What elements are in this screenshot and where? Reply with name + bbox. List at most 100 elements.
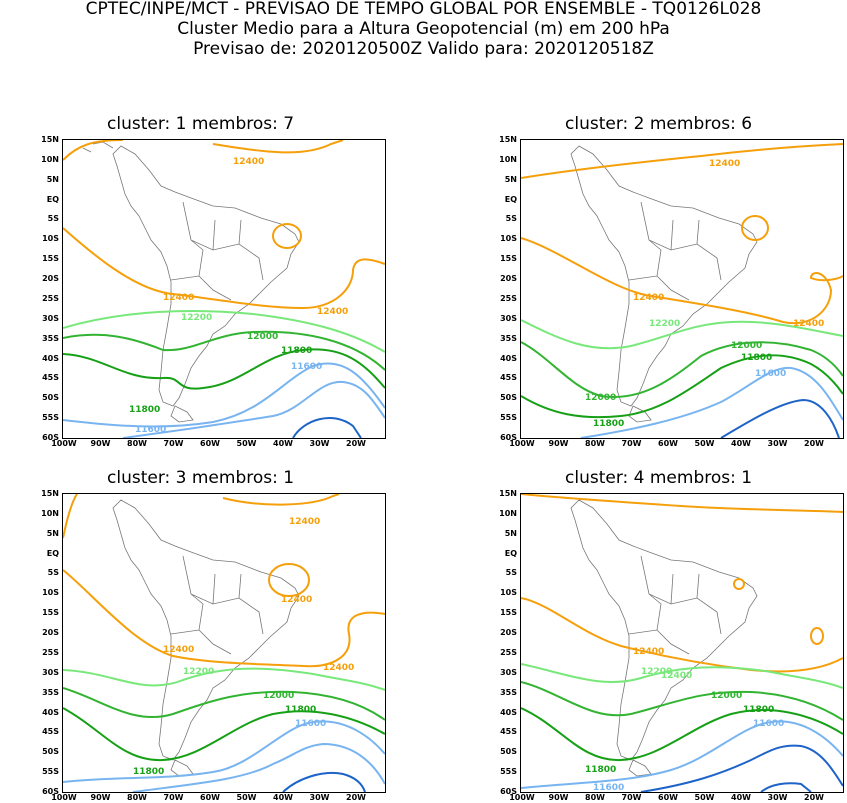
lat-tick-label: 10N: [41, 154, 59, 164]
contour-label: 12400: [317, 307, 348, 317]
lat-tick-label: 50S: [42, 747, 59, 757]
lat-tick-label: EQ: [504, 194, 517, 204]
lat-tick-label: 5N: [46, 174, 59, 184]
lat-tick-label: 10S: [500, 588, 517, 598]
contour-label: 12400: [163, 645, 194, 655]
map-panel-2: 12400 12400 12400 12200 12000 11800 1160…: [520, 139, 844, 439]
lat-tick-label: 40S: [500, 707, 517, 717]
contour-label: 11600: [753, 719, 784, 729]
lat-tick-label: 20S: [42, 628, 59, 638]
contour-label: 11800: [593, 419, 624, 429]
lat-tick-label: 15N: [41, 489, 59, 498]
lon-tick-label: 30W: [309, 439, 330, 448]
contour-label: 12400: [281, 595, 312, 605]
contour-label: 12400: [633, 293, 664, 303]
lon-tick-label: 80W: [585, 793, 605, 802]
lat-tick-label: 10S: [42, 588, 59, 598]
lon-tick-label: 30W: [309, 793, 330, 802]
lat-tick-label: 45S: [500, 373, 517, 383]
lat-tick-label: 60S: [42, 433, 59, 442]
lon-tick-label: 50W: [236, 793, 257, 802]
contour-label: 11800: [129, 405, 160, 415]
lat-tick-label: 15S: [500, 608, 517, 618]
contour-label: 12400: [233, 157, 264, 167]
contour-label: 12000: [247, 332, 278, 342]
lat-tick-label: 35S: [42, 687, 59, 697]
lat-tick-label: 45S: [500, 727, 517, 737]
lat-tick-label: 15S: [42, 254, 59, 264]
contour-label: 12200: [641, 667, 672, 677]
lat-tick-label: 50S: [500, 747, 517, 757]
lon-tick-label: 80W: [127, 793, 147, 802]
chart-title-line-3: Previsao de: 2020120500Z Valido para: 20…: [193, 39, 654, 59]
lat-tick-label: 25S: [500, 647, 517, 657]
lat-tick-label: 15N: [41, 135, 59, 144]
contour-label: 11600: [593, 783, 624, 792]
chart-title-line-2: Cluster Medio para a Altura Geopotencial…: [177, 19, 670, 39]
contour-label: 12400: [289, 517, 320, 527]
lat-tick-label: 10S: [42, 234, 59, 244]
lat-tick-label: 40S: [42, 707, 59, 717]
lon-tick-label: 80W: [585, 439, 605, 448]
lat-tick-label: 55S: [500, 413, 517, 423]
lon-tick-label: 70W: [621, 439, 642, 448]
lat-tick-label: 60S: [42, 787, 59, 796]
lon-tick-label: 40W: [273, 793, 293, 802]
lat-tick-label: 5S: [505, 568, 517, 578]
lat-tick-label: 5S: [47, 568, 59, 578]
lat-tick-label: 35S: [500, 687, 517, 697]
lon-tick-label: 70W: [621, 793, 642, 802]
contour-label: 11800: [741, 353, 772, 363]
contour-label: 12200: [649, 319, 680, 329]
lon-tick-label: 40W: [273, 439, 293, 448]
lat-tick-label: 5N: [504, 174, 517, 184]
lon-tick-label: 100W: [51, 439, 77, 448]
lon-tick-label: 100W: [509, 439, 535, 448]
contour-label: 11800: [743, 705, 774, 715]
lon-tick-label: 70W: [163, 439, 184, 448]
contour-label: 12400: [709, 159, 740, 169]
lat-tick-label: 10N: [41, 508, 59, 518]
lat-tick-label: 30S: [500, 313, 517, 323]
contour-label: 11800: [133, 767, 164, 777]
contour-label: 12200: [183, 667, 214, 677]
map-panel-4: 12400 12400 12200 12000 11800 11600 1180…: [520, 493, 844, 793]
lon-tick-label: 100W: [51, 793, 77, 802]
contour-label: 12000: [731, 341, 762, 351]
lat-tick-label: 10S: [500, 234, 517, 244]
lat-tick-label: EQ: [504, 548, 517, 558]
contour-label: 12000: [711, 691, 742, 701]
lat-tick-label: 55S: [42, 767, 59, 777]
lat-tick-label: 10N: [499, 508, 517, 518]
panel-3-title: cluster: 3 membros: 1: [107, 468, 295, 488]
lat-tick-label: 35S: [42, 333, 59, 343]
lon-tick-label: 20W: [346, 439, 366, 448]
lat-tick-label: 40S: [42, 353, 59, 363]
lat-tick-label: 60S: [500, 787, 517, 796]
lon-tick-label: 30W: [767, 793, 788, 802]
lon-tick-label: 50W: [694, 793, 715, 802]
lat-tick-label: 15N: [499, 135, 517, 144]
lat-tick-label: 55S: [42, 413, 59, 423]
lat-tick-label: 50S: [500, 393, 517, 403]
panel-4-title: cluster: 4 membros: 1: [565, 468, 753, 488]
contour-label: 12400: [793, 319, 824, 329]
lon-tick-label: 30W: [767, 439, 788, 448]
lon-tick-label: 60W: [658, 439, 678, 448]
lat-tick-label: 55S: [500, 767, 517, 777]
lat-tick-label: 60S: [500, 433, 517, 442]
lon-tick-label: 60W: [200, 793, 220, 802]
contour-label: 11600: [295, 719, 326, 729]
lon-tick-label: 50W: [236, 439, 257, 448]
lat-tick-label: 45S: [42, 373, 59, 383]
contour-label: 12400: [163, 293, 194, 303]
lon-tick-label: 60W: [658, 793, 678, 802]
contour-label: 12000: [263, 691, 294, 701]
lat-tick-label: 15N: [499, 489, 517, 498]
contour-label: 11800: [281, 346, 312, 356]
lat-tick-label: 35S: [500, 333, 517, 343]
lat-tick-label: 10N: [499, 154, 517, 164]
lat-tick-label: 30S: [500, 667, 517, 677]
lon-tick-label: 90W: [548, 793, 569, 802]
contour-label: 11600: [291, 362, 322, 372]
